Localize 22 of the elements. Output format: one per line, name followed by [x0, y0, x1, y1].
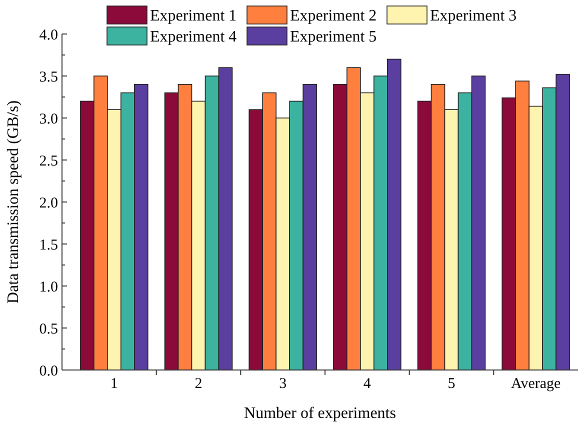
- legend-label: Experiment 2: [290, 8, 377, 25]
- x-tick-label: 2: [194, 376, 202, 392]
- legend-label: Experiment 1: [150, 8, 237, 25]
- y-tick-label: 2.0: [39, 195, 58, 212]
- y-tick-label: 3.0: [39, 111, 58, 128]
- y-tick-label: 3.5: [39, 69, 58, 86]
- y-tick-label: 1.0: [39, 279, 58, 296]
- legend-label: Experiment 5: [290, 28, 377, 46]
- y-tick-label: 0.0: [39, 363, 58, 380]
- legend-label: Experiment 3: [430, 8, 517, 25]
- x-tick-label: 4: [363, 376, 372, 392]
- x-tick-label: 3: [279, 376, 287, 392]
- x-axis-title: Number of experiments: [244, 405, 396, 422]
- x-tick-label: 5: [448, 376, 456, 392]
- y-tick-label: 4.0: [39, 27, 58, 44]
- legend-label: Experiment 4: [150, 28, 237, 46]
- x-tick-label: 1: [110, 376, 118, 392]
- y-tick-label: 2.5: [39, 153, 58, 170]
- x-tick-label: Average: [510, 376, 562, 392]
- y-tick-label: 0.5: [39, 321, 58, 338]
- y-tick-label: 1.5: [39, 237, 58, 254]
- y-axis-title: Data transmission speed (GB/s): [5, 100, 22, 304]
